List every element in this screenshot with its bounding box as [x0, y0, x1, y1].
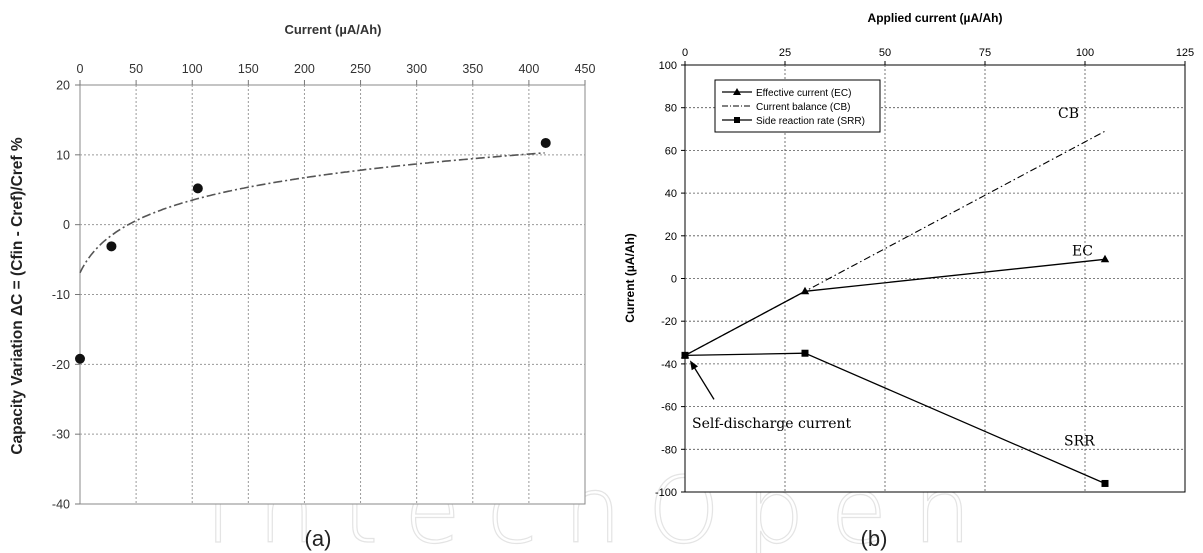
- chart-b-series-label-cb: CB: [1058, 106, 1079, 122]
- chart-a-x-tick-label: 100: [182, 62, 203, 76]
- chart-b-legend-box: [714, 79, 881, 133]
- chart-a-x-tick-label: 450: [575, 62, 596, 76]
- chart-b-series-line-1: [684, 130, 1106, 356]
- chart-b-point-square: [681, 351, 689, 359]
- chart-a-x-tick-label: 350: [462, 62, 483, 76]
- chart-b-series-label-srr: SRR: [1064, 433, 1095, 449]
- chart-b-panel-label: (b): [861, 526, 888, 551]
- chart-b-y-tick-label: -60: [661, 402, 677, 414]
- chart-a-x-tick-label: 200: [294, 62, 315, 76]
- legend-ec-label: Effective current (EC): [756, 88, 851, 99]
- chart-a-x-tick-label: 400: [518, 62, 539, 76]
- chart-b-x-tick-label: 100: [1076, 47, 1094, 59]
- chart-b-series-label-ec: EC: [1072, 243, 1093, 259]
- chart-a-x-axis-title: Current (µA/Ah): [284, 22, 381, 37]
- chart-a-x-ticks: 0 50 100 150 200 250 300 350 400 450: [77, 62, 596, 85]
- chart-a-x-tick-label: 150: [238, 62, 259, 76]
- chart-b-y-tick-label: 80: [665, 103, 677, 115]
- chart-a-x-tick-label: 250: [350, 62, 371, 76]
- chart-a-data-point: [540, 137, 551, 148]
- chart-a-data-point: [106, 241, 117, 252]
- chart-b-y-axis-title: Current (µA/Ah): [623, 233, 637, 323]
- chart-b-annotation: Self-discharge current: [692, 416, 852, 432]
- chart-a-y-tick-label: -20: [52, 358, 70, 372]
- chart-b-gridlines: [685, 65, 1185, 492]
- chart-b-y-tick-label: 0: [671, 274, 677, 286]
- chart-a-x-tick-label: 0: [77, 62, 84, 76]
- chart-b-x-tick-label: 0: [682, 47, 688, 59]
- chart-b-legend: Effective current (EC) Current balance (…: [714, 79, 881, 133]
- chart-b-x-tick-label: 50: [879, 47, 891, 59]
- chart-a-x-tick-label: 300: [406, 62, 427, 76]
- chart-a-y-tick-label: -40: [52, 498, 70, 512]
- chart-b-annotation-arrowhead: [690, 360, 699, 371]
- chart-b-y-tick-label: 100: [659, 60, 677, 72]
- chart-a-x-tick-label: 50: [129, 62, 143, 76]
- chart-b-point-triangle: [1100, 254, 1110, 263]
- legend-cb-label: Current balance (CB): [756, 102, 850, 113]
- chart-a-y-tick-label: -30: [52, 428, 70, 442]
- chart-a-y-tick-label: -10: [52, 288, 70, 302]
- chart-b-annotation-arrow: [692, 365, 715, 400]
- chart-b-y-ticks: 100 80 60 40 20 0 -20 -40 -60 -80 -100: [655, 60, 685, 499]
- chart-b-x-tick-label: 125: [1176, 47, 1194, 59]
- chart-a-data-point: [75, 353, 85, 364]
- chart-b-series: [680, 130, 1110, 487]
- chart-a-y-tick-label: 10: [56, 148, 70, 162]
- chart-a-y-axis-title: Capacity Variation ΔC = (Cfin - Cref)/Cr…: [9, 137, 26, 455]
- chart-b-y-tick-label: -20: [661, 316, 677, 328]
- chart-a-y-ticks: 20 10 0 -10 -20 -30 -40: [52, 79, 80, 512]
- chart-b-y-tick-label: 20: [665, 231, 677, 243]
- chart-a-panel-label: (a): [305, 526, 332, 551]
- chart-b-y-tick-label: -80: [661, 444, 677, 456]
- legend-srr-marker: [734, 117, 740, 123]
- chart-b-y-tick-label: 60: [665, 145, 677, 157]
- chart-b-point-square: [1101, 479, 1109, 487]
- legend-ec-marker: [733, 88, 741, 95]
- chart-a-gridlines: [80, 85, 585, 504]
- chart-a-y-tick-label: 0: [63, 218, 70, 232]
- chart-a-y-tick-label: 20: [56, 79, 70, 93]
- chart-b-x-tick-label: 25: [779, 47, 791, 59]
- chart-a: 0 50 100 150 200 250 300 350 400 450 20100-10-20-…: [9, 22, 595, 551]
- chart-b-y-tick-label: -40: [661, 359, 677, 371]
- chart-b: 0 25 50 75 100 125 100 80 60 40 20 0 -20 -40 -60 -80 -1…: [623, 11, 1194, 551]
- chart-b-x-axis-title: Applied current (µA/Ah): [868, 11, 1003, 25]
- chart-a-data-point: [192, 183, 203, 194]
- chart-b-y-tick-label: 40: [665, 188, 677, 200]
- legend-srr-label: Side reaction rate (SRR): [756, 116, 865, 127]
- chart-b-x-ticks: 0 25 50 75 100 125: [682, 47, 1194, 65]
- chart-b-y-tick-label: -100: [655, 487, 677, 499]
- chart-b-x-tick-label: 75: [979, 47, 991, 59]
- chart-a-trend-line: [79, 152, 545, 274]
- chart-a-data-points: [75, 137, 551, 364]
- chart-b-point-square: [801, 349, 809, 357]
